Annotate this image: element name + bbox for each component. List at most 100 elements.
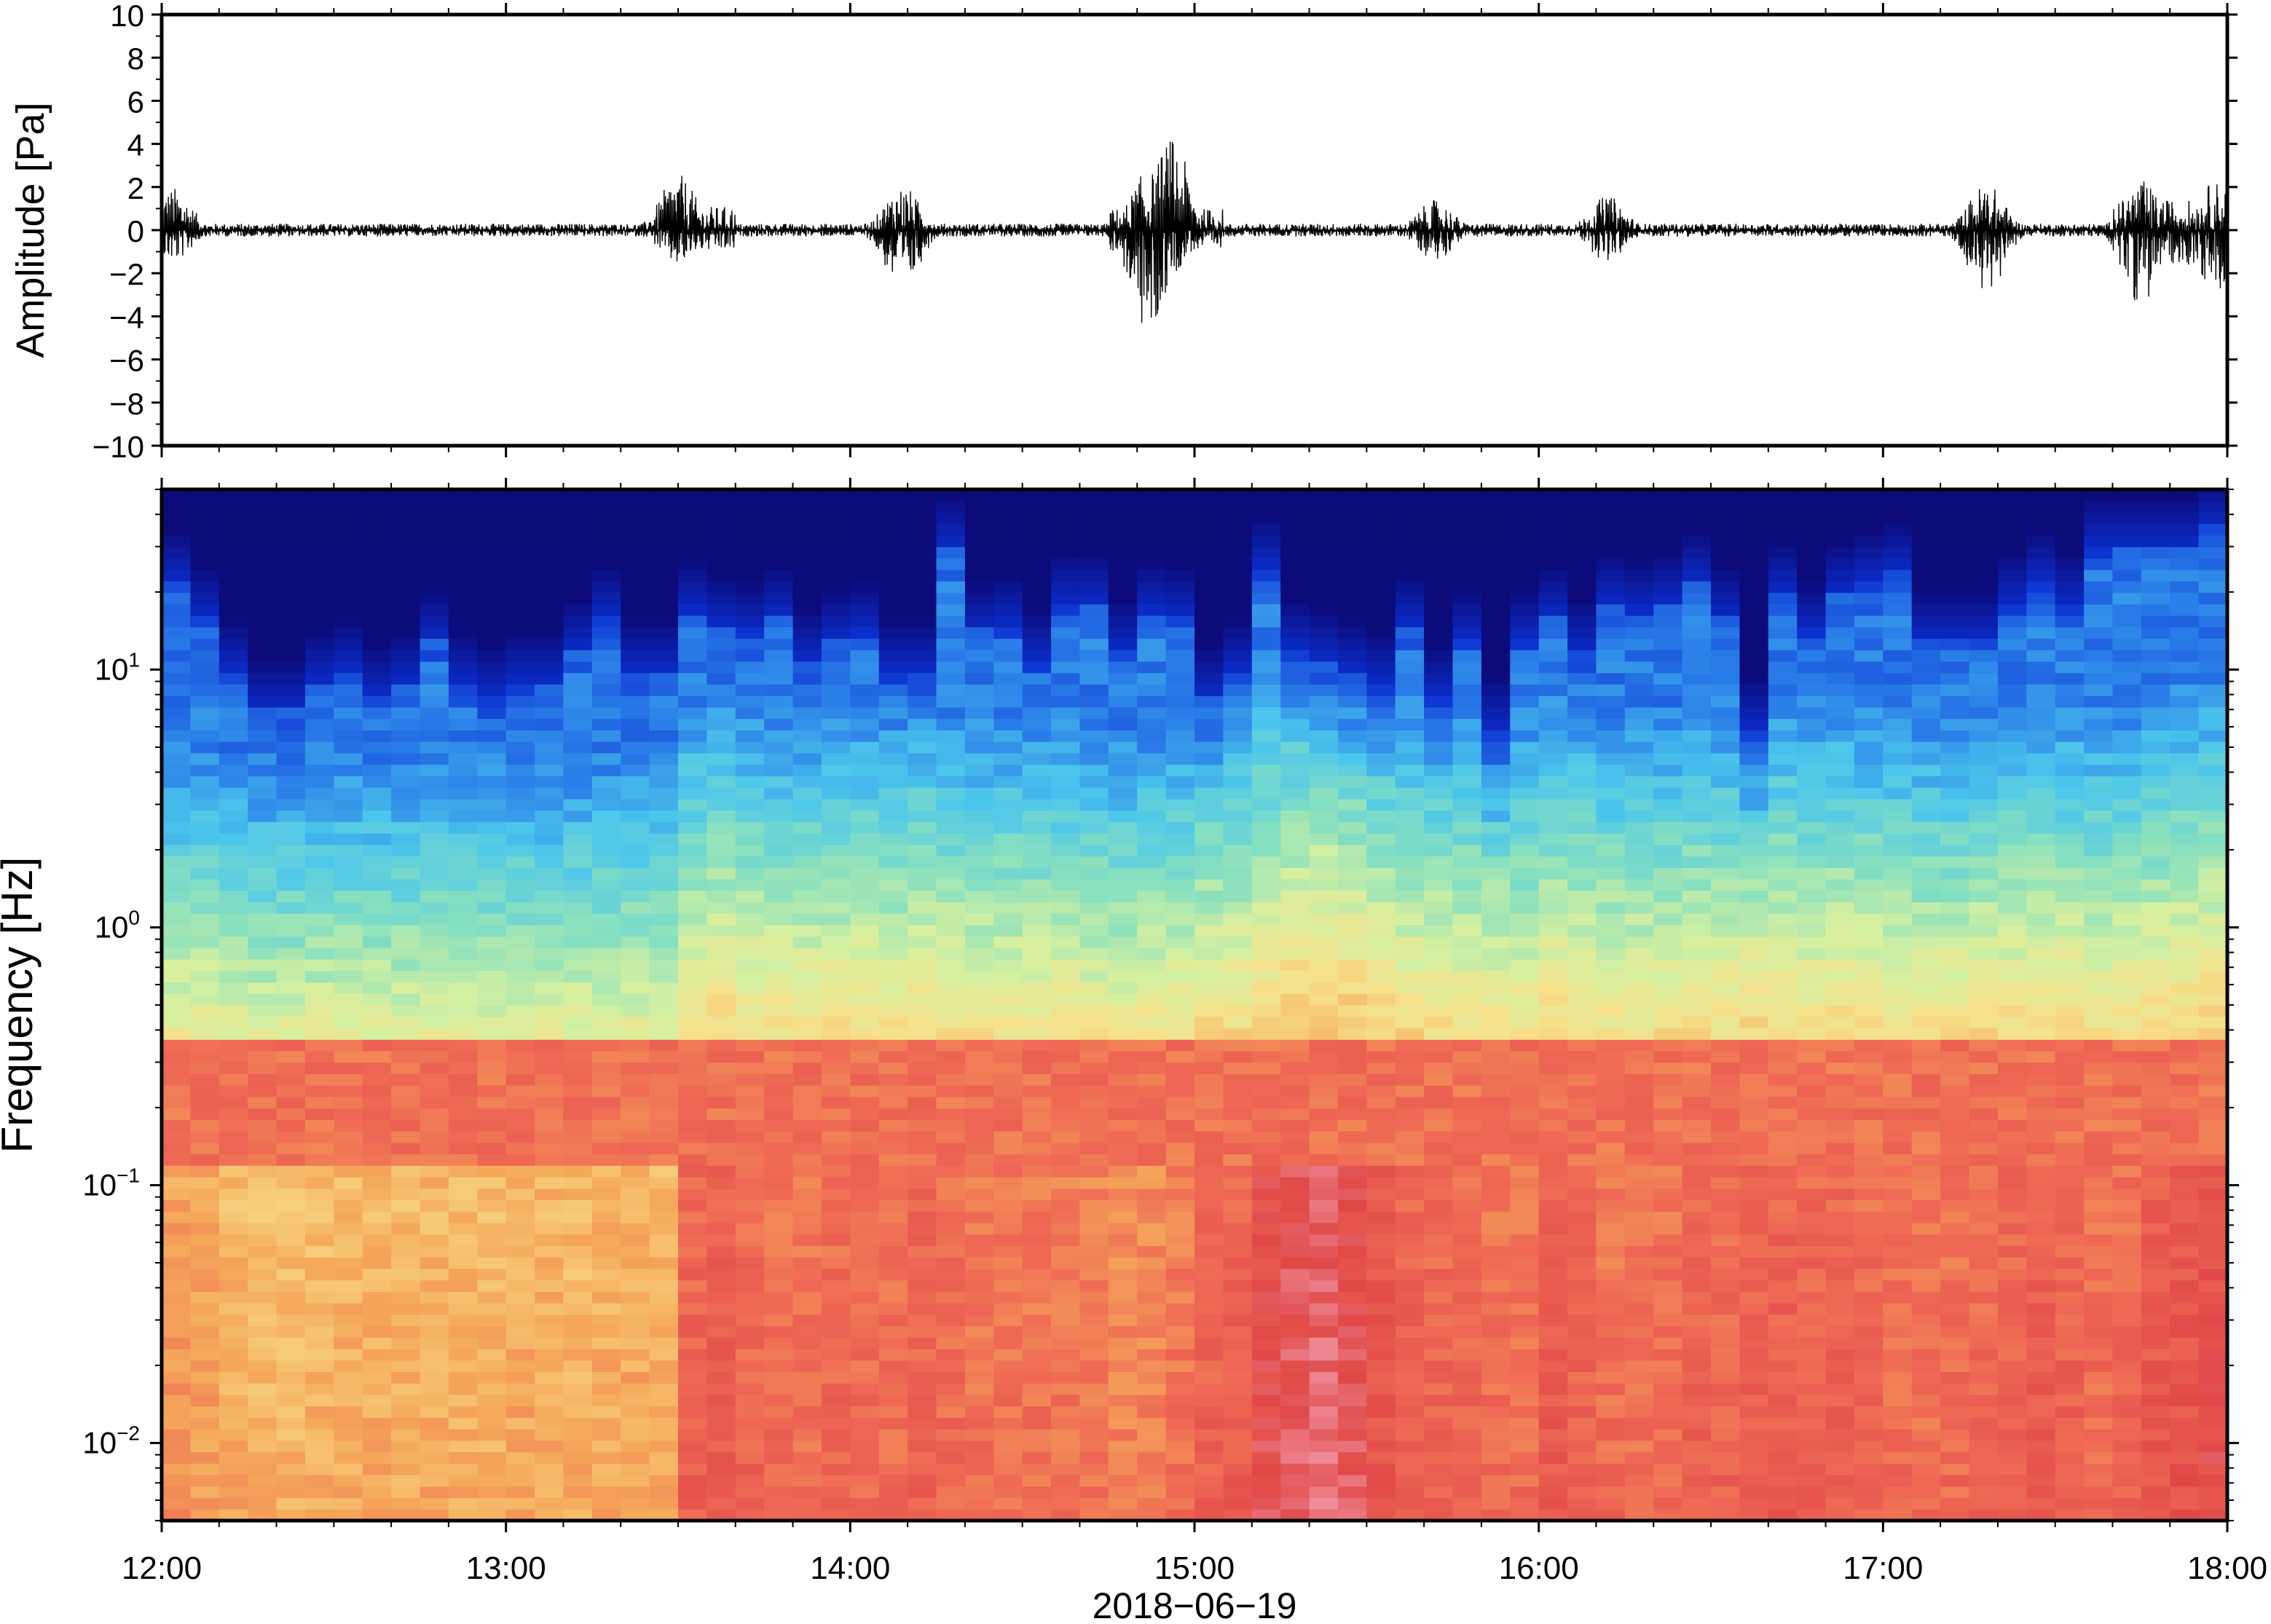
spectrogram-cell bbox=[591, 1303, 621, 1315]
spectrogram-cell bbox=[1309, 1257, 1339, 1269]
spectrogram-cell bbox=[1165, 1394, 1195, 1407]
spectrogram-cell bbox=[908, 500, 937, 513]
waveform-y-tick-label: 6 bbox=[127, 84, 144, 119]
spectrogram-cell bbox=[535, 1016, 564, 1028]
spectrogram-cell bbox=[1510, 947, 1540, 960]
spectrogram-cell bbox=[792, 1394, 822, 1407]
spectrogram-cell bbox=[1051, 1417, 1081, 1430]
spectrogram-cell bbox=[993, 1429, 1023, 1441]
spectrogram-cell bbox=[1395, 592, 1425, 604]
spectrogram-cell bbox=[448, 890, 478, 902]
spectrogram-cell bbox=[563, 718, 593, 730]
spectrogram-cell bbox=[821, 1509, 851, 1521]
spectrogram-cell bbox=[591, 1475, 621, 1487]
spectrogram-cell bbox=[362, 1314, 392, 1327]
spectrogram-cell bbox=[1251, 1222, 1281, 1235]
spectrogram-cell bbox=[591, 776, 621, 788]
spectrogram-cell bbox=[993, 1475, 1023, 1487]
spectrogram-cell bbox=[1538, 993, 1568, 1006]
spectrogram-cell bbox=[304, 1096, 334, 1109]
spectrogram-cell bbox=[334, 512, 363, 524]
spectrogram-cell bbox=[591, 580, 621, 594]
spectrogram-cell bbox=[1395, 764, 1425, 776]
spectrogram-cell bbox=[563, 787, 593, 800]
spectrogram-cell bbox=[878, 821, 908, 834]
spectrogram-cell bbox=[1309, 787, 1339, 800]
spectrogram-cell bbox=[1309, 810, 1339, 822]
spectrogram-cell bbox=[850, 500, 880, 513]
spectrogram-cell bbox=[362, 810, 392, 822]
spectrogram-cell bbox=[1079, 1383, 1109, 1395]
spectrogram-cell bbox=[1567, 1325, 1597, 1338]
spectrogram-cell bbox=[850, 1325, 880, 1338]
spectrogram-cell bbox=[821, 1417, 851, 1430]
spectrogram-cell bbox=[1337, 776, 1367, 788]
spectrogram-cell bbox=[391, 1073, 421, 1086]
spectrogram-cell bbox=[248, 558, 278, 570]
spectrogram-cell bbox=[1510, 1108, 1540, 1120]
spectrogram-cell bbox=[563, 1016, 593, 1028]
spectrogram-cell bbox=[1596, 1280, 1626, 1292]
spectrogram-cell bbox=[219, 1131, 248, 1143]
spectrogram-cell bbox=[621, 730, 650, 742]
spectrogram-cell bbox=[678, 1177, 707, 1189]
spectrogram-cell bbox=[1510, 902, 1540, 914]
spectrogram-cell bbox=[1567, 1142, 1597, 1155]
spectrogram-cell bbox=[649, 1257, 679, 1269]
spectrogram-cell bbox=[1194, 1062, 1224, 1074]
spectrogram-cell bbox=[1137, 1199, 1167, 1212]
spectrogram-cell bbox=[362, 1268, 392, 1281]
spectrogram-cell bbox=[1424, 993, 1454, 1006]
spectrogram-cell bbox=[420, 1406, 449, 1418]
spectrogram-cell bbox=[362, 1337, 392, 1349]
spectrogram-cell bbox=[276, 1349, 306, 1361]
spectrogram-cell bbox=[1108, 512, 1138, 524]
spectrogram-cell bbox=[1624, 993, 1654, 1006]
spectrogram-cell bbox=[362, 1005, 392, 1017]
spectrogram-cell bbox=[1051, 1383, 1081, 1395]
spectrogram-cell bbox=[821, 993, 851, 1006]
spectrogram-cell bbox=[563, 1291, 593, 1304]
spectrogram-cell bbox=[334, 638, 363, 650]
spectrogram-cell bbox=[248, 1039, 278, 1052]
spectrogram-cell bbox=[1337, 1028, 1367, 1040]
spectrogram-cell bbox=[1481, 752, 1511, 765]
spectrogram-cell bbox=[190, 1371, 220, 1384]
spectrogram-cell bbox=[391, 615, 421, 628]
spectrogram-cell bbox=[1682, 936, 1712, 948]
spectrogram-cell bbox=[964, 1073, 994, 1086]
spectrogram-cell bbox=[1452, 580, 1482, 594]
spectrogram-cell bbox=[1653, 1085, 1683, 1097]
spectrogram-cell bbox=[248, 1451, 278, 1464]
spectrogram-cell bbox=[908, 913, 937, 926]
spectrogram-cell bbox=[908, 1475, 937, 1487]
spectrogram-cell bbox=[1481, 1497, 1511, 1510]
spectrogram-cell bbox=[792, 913, 822, 926]
spectrogram-cell bbox=[735, 1154, 765, 1166]
spectrogram-cell bbox=[1596, 706, 1626, 720]
spectrogram-cell bbox=[591, 512, 621, 524]
spectrogram-cell bbox=[1510, 1050, 1540, 1063]
spectrogram-cell bbox=[821, 1050, 851, 1063]
spectrogram-cell bbox=[1108, 1245, 1138, 1258]
spectrogram-cell bbox=[908, 924, 937, 937]
spectrogram-cell bbox=[1280, 1383, 1310, 1395]
spectrogram-cell bbox=[1051, 1429, 1081, 1441]
spectrogram-cell bbox=[1280, 878, 1310, 891]
spectrogram-cell bbox=[936, 1257, 966, 1269]
spectrogram-cell bbox=[535, 1154, 564, 1166]
spectrogram-cell bbox=[563, 1165, 593, 1178]
spectrogram-cell bbox=[219, 1016, 248, 1028]
spectrogram-cell bbox=[1366, 1234, 1396, 1246]
spectrogram-cell bbox=[190, 764, 220, 776]
spectrogram-cell bbox=[591, 1291, 621, 1304]
spectrogram-cell bbox=[735, 890, 765, 902]
spectrogram-cell bbox=[1108, 638, 1138, 650]
spectrogram-cell bbox=[391, 970, 421, 983]
spectrogram-cell bbox=[735, 1463, 765, 1475]
spectrogram-cell bbox=[391, 1383, 421, 1395]
spectrogram-cell bbox=[1079, 638, 1109, 650]
spectrogram-cell bbox=[1596, 1360, 1626, 1372]
spectrogram-cell bbox=[764, 890, 794, 902]
spectrogram-cell bbox=[1251, 1486, 1281, 1499]
